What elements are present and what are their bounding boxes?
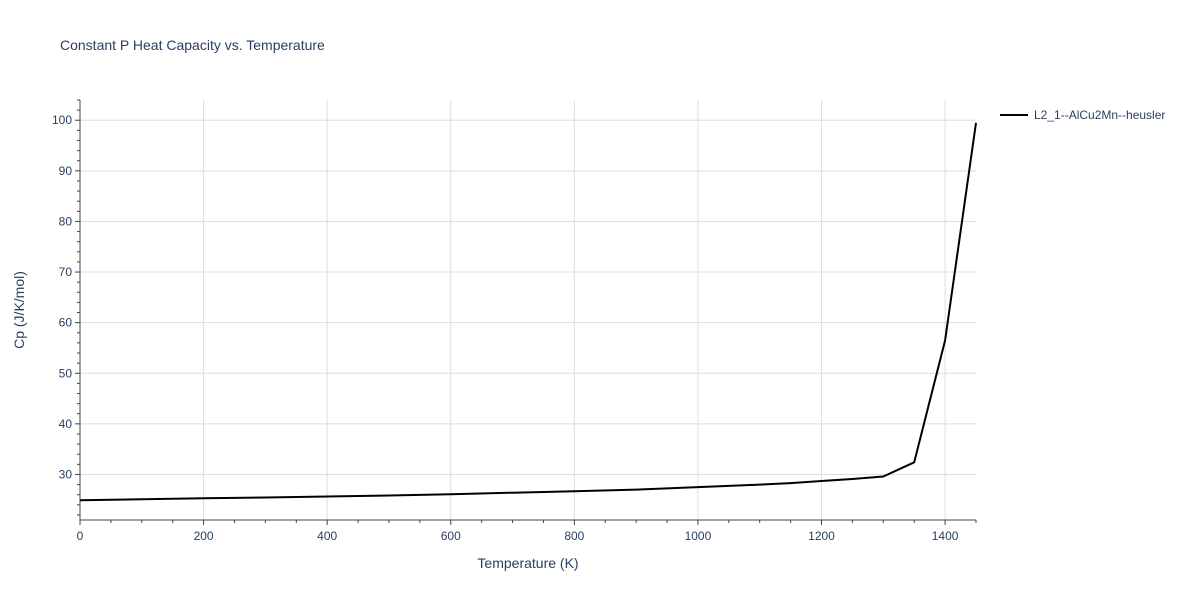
x-tick-label: 1200 bbox=[808, 529, 835, 543]
y-tick-label: 30 bbox=[59, 467, 73, 481]
y-tick-label: 50 bbox=[59, 366, 73, 380]
y-tick-label: 40 bbox=[59, 417, 73, 431]
series-line[interactable] bbox=[79, 122, 977, 502]
legend-label: L2_1--AlCu2Mn--heusler bbox=[1034, 108, 1165, 122]
legend[interactable]: L2_1--AlCu2Mn--heusler bbox=[1000, 108, 1165, 122]
x-tick-label: 0 bbox=[77, 529, 84, 543]
x-tick-label: 600 bbox=[441, 529, 461, 543]
axes: 0 200 400 600 800 1000 1200 1400 30 40 50 60 70 80 90 1… bbox=[52, 99, 977, 543]
x-tick-label: 400 bbox=[317, 529, 337, 543]
y-tick-label: 80 bbox=[59, 214, 73, 228]
x-axis-title: Temperature (K) bbox=[477, 555, 578, 571]
series-layer bbox=[79, 122, 977, 502]
y-axis-title: Cp (J/K/mol) bbox=[11, 271, 27, 349]
x-tick-label: 1400 bbox=[932, 529, 959, 543]
x-tick-label: 200 bbox=[194, 529, 214, 543]
x-tick-label: 800 bbox=[564, 529, 584, 543]
chart-title: Constant P Heat Capacity vs. Temperature bbox=[60, 37, 325, 53]
y-tick-label: 90 bbox=[59, 164, 73, 178]
y-tick-label: 100 bbox=[52, 113, 72, 127]
grid-lines bbox=[80, 100, 976, 520]
y-tick-label: 60 bbox=[59, 316, 73, 330]
y-tick-label: 70 bbox=[59, 265, 73, 279]
x-tick-label: 1000 bbox=[685, 529, 712, 543]
